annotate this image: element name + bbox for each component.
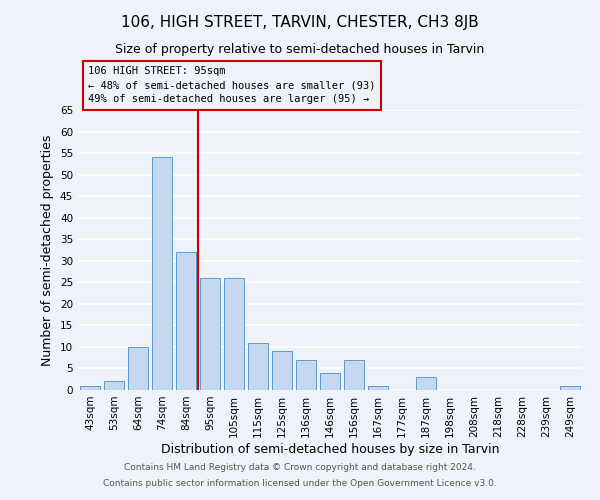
Bar (416, 377, 436, 390)
Bar (272, 351, 292, 390)
Bar (176, 252, 196, 390)
Text: 106, HIGH STREET, TARVIN, CHESTER, CH3 8JB: 106, HIGH STREET, TARVIN, CHESTER, CH3 8… (121, 15, 479, 30)
Bar (296, 360, 316, 390)
Bar (80, 386, 100, 390)
Bar (224, 278, 244, 390)
Bar (344, 360, 364, 390)
Bar (248, 342, 268, 390)
Y-axis label: Number of semi-detached properties: Number of semi-detached properties (41, 134, 55, 366)
Bar (152, 158, 172, 390)
Bar (128, 347, 148, 390)
X-axis label: Distribution of semi-detached houses by size in Tarvin: Distribution of semi-detached houses by … (161, 442, 499, 456)
Bar (320, 373, 340, 390)
Text: Contains public sector information licensed under the Open Government Licence v3: Contains public sector information licen… (103, 478, 497, 488)
Bar (560, 386, 580, 390)
Text: 106 HIGH STREET: 95sqm
← 48% of semi-detached houses are smaller (93)
49% of sem: 106 HIGH STREET: 95sqm ← 48% of semi-det… (88, 66, 376, 104)
Bar (200, 278, 220, 390)
Text: Size of property relative to semi-detached houses in Tarvin: Size of property relative to semi-detach… (115, 42, 485, 56)
Text: Contains HM Land Registry data © Crown copyright and database right 2024.: Contains HM Land Registry data © Crown c… (124, 464, 476, 472)
Bar (104, 382, 124, 390)
Bar (368, 386, 388, 390)
